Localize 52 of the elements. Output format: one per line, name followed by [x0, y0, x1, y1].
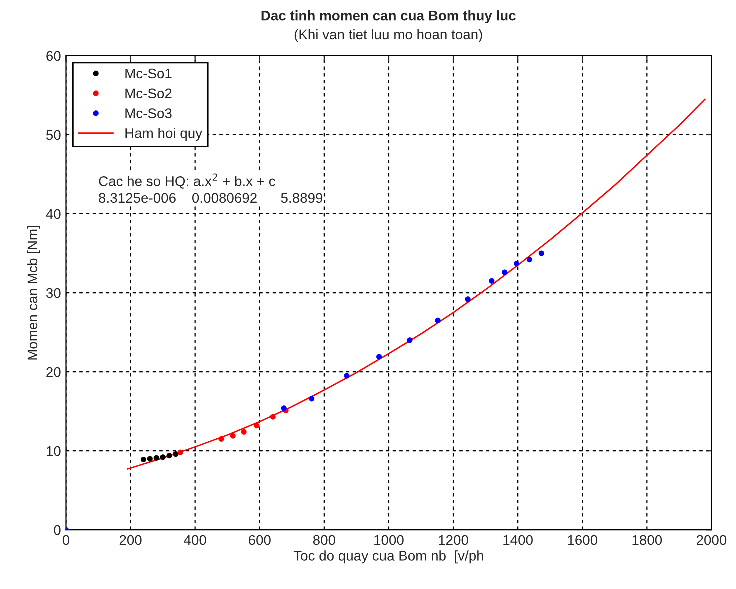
x-axis-title: Toc do quay cua Bom nb [v/ph	[294, 550, 484, 564]
point	[160, 454, 166, 460]
y-tick-label: 0	[54, 525, 61, 536]
x-tick-label: 1800	[632, 535, 662, 546]
point	[465, 296, 471, 302]
point	[376, 354, 382, 360]
y-tick-label: 30	[46, 288, 61, 298]
x-tick-label: 600	[249, 535, 271, 546]
y-tick-label: 40	[46, 209, 61, 220]
point	[166, 453, 172, 459]
point	[154, 455, 160, 461]
point	[538, 250, 544, 256]
annotation: Cac he so HQ: a.x$^{2}$ + b.x + c	[99, 174, 276, 189]
legend-label: Mc-So2	[126, 88, 172, 99]
point	[140, 456, 146, 463]
point	[254, 423, 260, 429]
point	[230, 433, 236, 439]
x-tick-label: 2000	[696, 535, 727, 546]
point	[435, 318, 441, 324]
point	[502, 270, 508, 276]
chart-subtitle: (Khi van tiet luu mo hoan toan)	[294, 29, 482, 42]
y-tick-label: 60	[46, 51, 61, 62]
point	[309, 396, 315, 402]
point	[514, 261, 520, 267]
point	[218, 436, 224, 442]
y-tick-label: 10	[46, 446, 61, 456]
point	[344, 373, 350, 379]
legend-label: Mc-So1	[126, 68, 172, 79]
legend-label: Mc-So3	[126, 108, 172, 118]
point	[147, 456, 153, 462]
x-tick-label: 200	[120, 535, 142, 546]
point	[178, 450, 184, 456]
point	[526, 257, 532, 263]
x-tick-label: 800	[313, 535, 336, 546]
x-tick-label: 400	[184, 535, 206, 546]
x-tick-label: 1000	[374, 535, 404, 546]
x-tick-label: 1600	[568, 535, 598, 546]
annotation: 8.3125e-006 0.0080692 5.8899	[99, 193, 323, 204]
y-tick-label: 20	[46, 367, 61, 378]
y-tick-label: 50	[46, 130, 61, 140]
x-tick-label: 1200	[439, 535, 468, 546]
x-tick-label: 1400	[504, 535, 533, 546]
point	[489, 278, 495, 284]
point	[407, 338, 413, 344]
point	[281, 406, 287, 412]
chart-title: Dac tinh momen can cua Bom thuy luc	[262, 10, 516, 24]
y-axis-title: Momen can Mcb [Nm]	[27, 226, 40, 360]
point	[270, 414, 276, 420]
x-tick-label: 0	[62, 535, 70, 546]
point	[173, 451, 179, 458]
legend-label: Ham hoi quy	[126, 128, 203, 142]
point	[241, 429, 247, 435]
